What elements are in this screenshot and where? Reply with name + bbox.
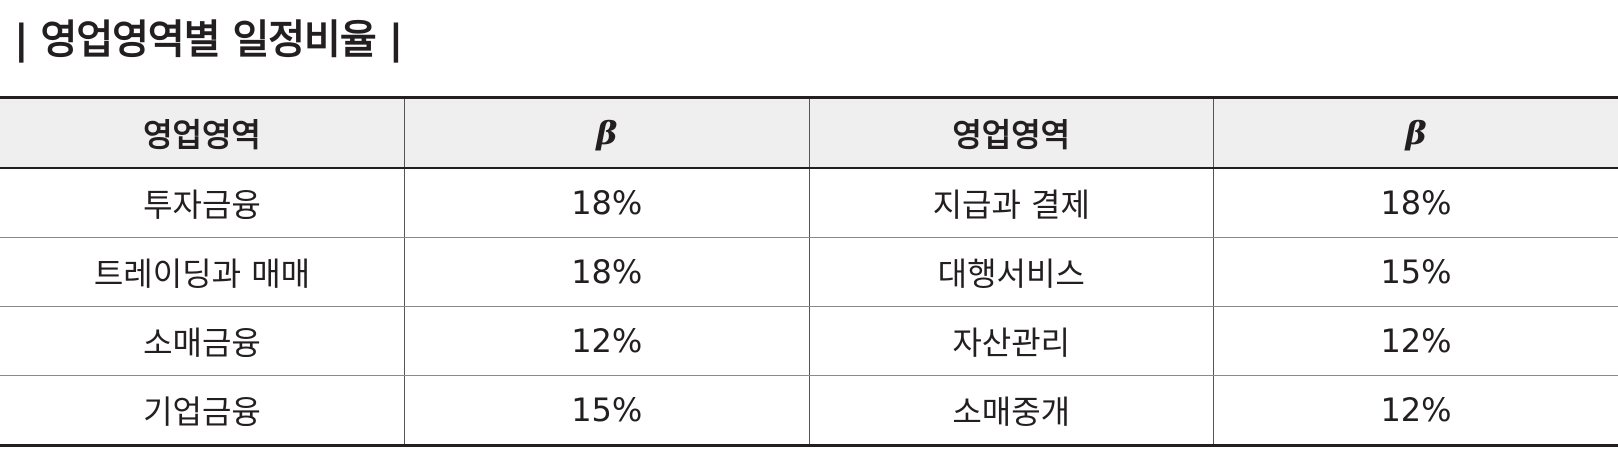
table-row: 소매금융 12% 자산관리 12% <box>0 306 1618 376</box>
header-business-line-right: 영업영역 <box>808 97 1214 169</box>
table-cell: 투자금융 <box>0 168 405 238</box>
header-beta-right: β <box>1213 97 1618 169</box>
page-title: | 영업영역별 일정비율 | <box>14 17 403 63</box>
header-beta-left: β <box>404 97 810 169</box>
table-cell: 대행서비스 <box>808 237 1214 307</box>
business-line-beta-table: 영업영역 β 영업영역 β 투자금융 18% 지급과 결제 18% 트레이딩과 … <box>0 96 1618 447</box>
table-cell: 기업금융 <box>0 375 405 446</box>
table-cell: 12% <box>404 306 810 376</box>
table-cell: 트레이딩과 매매 <box>0 237 405 307</box>
table-cell: 12% <box>1213 375 1618 446</box>
header-business-line-left: 영업영역 <box>0 97 405 169</box>
table-cell: 소매금융 <box>0 306 405 376</box>
table-cell: 18% <box>404 168 810 238</box>
table-cell: 12% <box>1213 306 1618 376</box>
table-cell: 지급과 결제 <box>808 168 1214 238</box>
table-row: 기업금융 15% 소매중개 12% <box>0 375 1618 446</box>
table-row: 트레이딩과 매매 18% 대행서비스 15% <box>0 237 1618 307</box>
table-cell: 15% <box>1213 237 1618 307</box>
table-row: 투자금융 18% 지급과 결제 18% <box>0 168 1618 238</box>
table-cell: 자산관리 <box>808 306 1214 376</box>
table-cell: 18% <box>404 237 810 307</box>
table-header-row: 영업영역 β 영업영역 β <box>0 97 1618 169</box>
table-cell: 18% <box>1213 168 1618 238</box>
table-cell: 소매중개 <box>808 375 1214 446</box>
table-cell: 15% <box>404 375 810 446</box>
